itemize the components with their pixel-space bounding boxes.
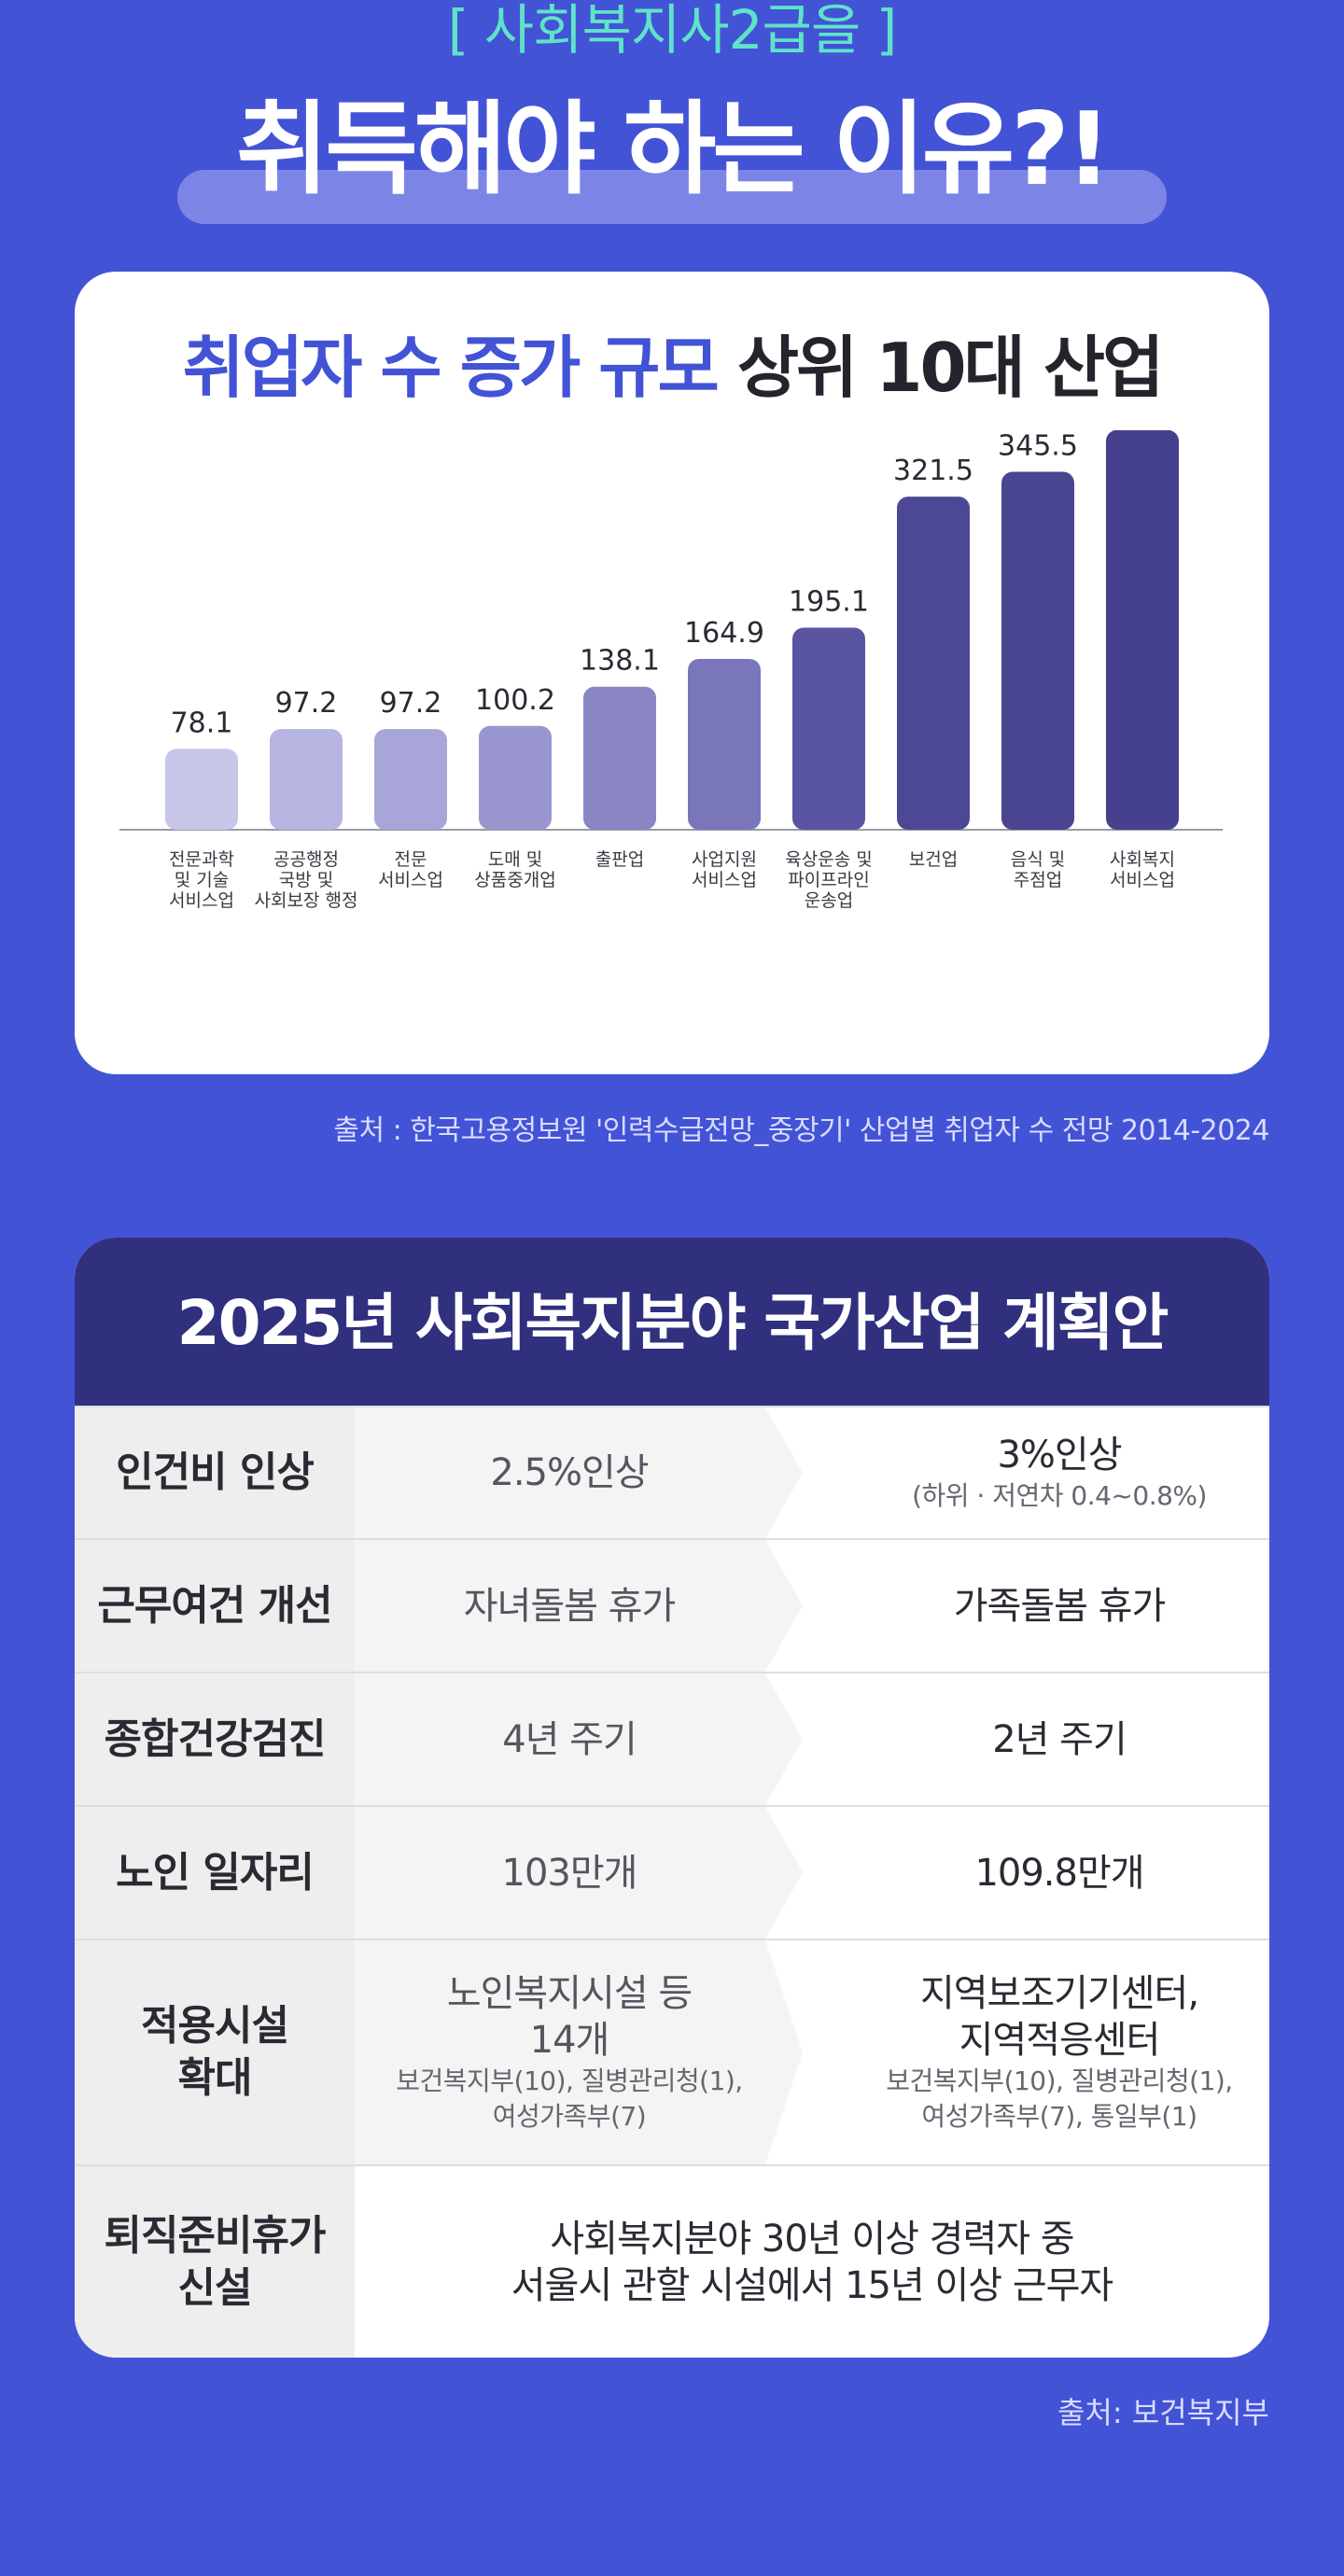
plan-row-retirement-leave: 퇴직준비휴가 신설 사회복지분야 30년 이상 경력자 중 서울시 관할 시설에… [75, 2164, 1269, 2358]
bar-value-label: 100.2 [475, 684, 555, 717]
row-after: 109.8만개 [849, 1807, 1269, 1939]
row-label: 인건비 인상 [75, 1407, 355, 1538]
before-value: 14개 [529, 2019, 610, 2062]
category-label: 사업지원 [692, 849, 757, 870]
before-value: 노인복지시설 등 [446, 1972, 693, 2015]
category-label: 음식 및 [1011, 849, 1065, 870]
plan-source: 출처: 보건복지부 [1057, 2395, 1269, 2430]
plan-row-facility-expansion: 적용시설 확대 노인복지시설 등 14개 보건복지부(10), 질병관리청(1)… [75, 1939, 1269, 2164]
plan-header: 2025년 사회복지분야 국가산업 계획안 [75, 1238, 1269, 1406]
bar-value-label: 321.5 [893, 455, 973, 487]
before-note: 보건복지부(10), 질병관리청(1), [396, 2065, 743, 2096]
category-label: 공공행정 [273, 849, 339, 870]
row-before: 103만개 [355, 1807, 803, 1939]
category-label: 사회복지 [1110, 849, 1175, 870]
row-after: 지역보조기기센터, 지역적응센터 보건복지부(10), 질병관리청(1), 여성… [849, 1940, 1269, 2164]
row-label: 근무여건 개선 [75, 1540, 355, 1672]
bar [688, 658, 761, 830]
category-label: 서비스업 [378, 870, 443, 890]
plan-row-health-check: 종합건강검진 4년 주기 2년 주기 [75, 1672, 1269, 1805]
bar [1106, 430, 1179, 830]
plan-title: 2025년 사회복지분야 국가산업 계획안 [176, 1287, 1169, 1359]
bar [792, 627, 865, 830]
category-label: 국방 및 [279, 870, 333, 890]
category-label: 서비스업 [169, 890, 234, 911]
row-before: 자녀돌봄 휴가 [355, 1540, 803, 1672]
before-note: 여성가족부(7) [492, 2101, 647, 2132]
row-label: 퇴직준비휴가 신설 [75, 2166, 355, 2358]
row-before: 노인복지시설 등 14개 보건복지부(10), 질병관리청(1), 여성가족부(… [355, 1940, 803, 2164]
before-value: 자녀돌봄 휴가 [463, 1584, 677, 1628]
after-note: 여성가족부(7), 통일부(1) [921, 2101, 1197, 2132]
bar [270, 729, 343, 830]
bar [1001, 471, 1074, 830]
bar-value-label: 138.1 [580, 645, 660, 678]
bar [583, 686, 656, 830]
chart-title-rest: 상위 10대 산업 [716, 329, 1165, 407]
category-label: 육상운송 및 [785, 849, 872, 870]
row-label-line: 확대 [177, 2054, 253, 2102]
after-note: (하위 · 저연차 0.4~0.8%) [912, 1480, 1207, 1511]
category-label: 파이프라인 [788, 870, 869, 890]
before-value: 103만개 [501, 1851, 638, 1895]
category-label: 주점업 [1014, 870, 1062, 890]
after-value: 가족돌봄 휴가 [953, 1584, 1167, 1628]
category-label: 도매 및 [488, 849, 542, 870]
bar [374, 729, 447, 830]
chart-title-highlight: 취업자 수 증가 규모 [182, 329, 720, 407]
row-after: 3%인상 (하위 · 저연차 0.4~0.8%) [849, 1407, 1269, 1538]
title-highlight-bar [177, 170, 1167, 224]
category-label: 운송업 [805, 890, 853, 911]
category-label: 보건업 [909, 849, 958, 870]
bar-value-label: 164.9 [684, 617, 764, 650]
chart-title: 취업자 수 증가 규모 상위 10대 산업 [75, 328, 1269, 408]
plan-row-senior-jobs: 노인 일자리 103만개 109.8만개 [75, 1805, 1269, 1939]
row-after: 가족돌봄 휴가 [849, 1540, 1269, 1672]
row-label: 종합건강검진 [75, 1673, 355, 1805]
row-after: 2년 주기 [849, 1673, 1269, 1805]
category-label: 전문과학 [169, 849, 234, 870]
row-label-line: 신설 [177, 2263, 253, 2312]
bar-value-label: 345.5 [998, 430, 1078, 462]
category-label: 전문 [395, 849, 427, 870]
row-before: 4년 주기 [355, 1673, 803, 1805]
bar-value-label: 97.2 [380, 687, 442, 720]
category-label: 상품중개업 [474, 870, 555, 890]
plan-row-wage: 인건비 인상 2.5%인상 3%인상 (하위 · 저연차 0.4~0.8%) [75, 1406, 1269, 1538]
row-label-line: 적용시설 [141, 2002, 289, 2050]
after-note: 보건복지부(10), 질병관리청(1), [886, 2065, 1233, 2096]
full-value: 사회복지분야 30년 이상 경력자 중 [550, 2217, 1074, 2261]
category-label: 사회보장 행정 [255, 890, 358, 911]
full-value: 서울시 관할 시설에서 15년 이상 근무자 [511, 2263, 1113, 2307]
category-label: 서비스업 [1110, 870, 1175, 890]
after-value: 109.8만개 [974, 1851, 1144, 1895]
after-value: 2년 주기 [992, 1717, 1127, 1761]
row-full: 사회복지분야 30년 이상 경력자 중 서울시 관할 시설에서 15년 이상 근… [355, 2166, 1269, 2358]
after-value: 3%인상 [997, 1434, 1122, 1477]
chart-card: 취업자 수 증가 규모 상위 10대 산업 78.1 전문과학 및 기술 서비스업 97… [75, 272, 1269, 1074]
bar [479, 725, 552, 830]
before-value: 4년 주기 [502, 1717, 637, 1761]
plan-card: 2025년 사회복지분야 국가산업 계획안 인건비 인상 2.5%인상 3%인상… [75, 1238, 1269, 2358]
category-label: 및 기술 [175, 870, 229, 890]
bar-value-label: 195.1 [789, 585, 869, 618]
row-label: 노인 일자리 [75, 1807, 355, 1939]
after-value: 지역적응센터 [959, 2019, 1161, 2062]
row-before: 2.5%인상 [355, 1407, 803, 1538]
bar [165, 749, 238, 830]
after-value: 지역보조기기센터, [919, 1972, 1199, 2015]
category-label: 서비스업 [692, 870, 757, 890]
page-title: 취득해야 하는 이유?! [236, 91, 1112, 208]
category-label: 출판업 [595, 849, 644, 870]
header-subtitle: [ 사회복지사2급을 ] [447, 0, 898, 62]
bar-value-label: 97.2 [275, 687, 338, 720]
plan-row-work-conditions: 근무여건 개선 자녀돌봄 휴가 가족돌봄 휴가 [75, 1538, 1269, 1672]
bar [897, 497, 970, 830]
row-label-line: 퇴직준비휴가 [104, 2211, 327, 2260]
before-value: 2.5%인상 [490, 1451, 649, 1494]
row-label: 적용시설 확대 [75, 1940, 355, 2164]
chart-source: 출처 : 한국고용정보원 '인력수급전망_중장기' 산업별 취업자 수 전망 2… [333, 1114, 1269, 1147]
bar-value-label: 78.1 [171, 707, 233, 739]
